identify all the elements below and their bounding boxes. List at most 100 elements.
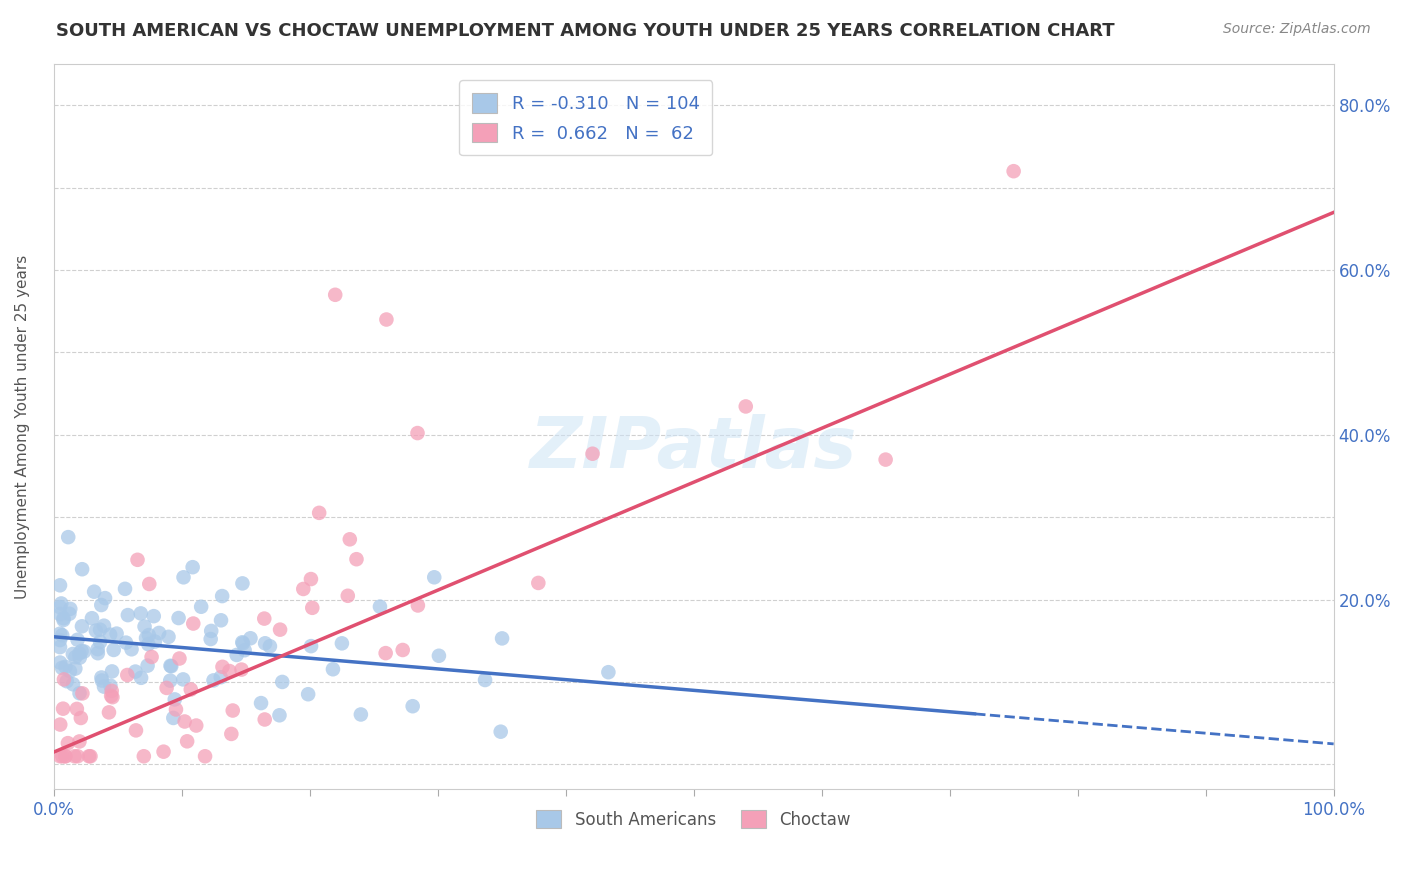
Point <box>527 576 550 591</box>
Point <box>138 628 160 642</box>
Point <box>100 683 122 698</box>
Point <box>598 665 620 680</box>
Point <box>51 628 73 642</box>
Point <box>232 636 254 650</box>
Point <box>101 690 124 705</box>
Point <box>148 626 170 640</box>
Point <box>491 632 513 646</box>
Point <box>159 673 181 688</box>
Point <box>474 673 496 687</box>
Point <box>70 562 93 576</box>
Point <box>132 749 155 764</box>
Point <box>350 707 373 722</box>
Point <box>308 506 330 520</box>
Point <box>121 642 143 657</box>
Point <box>73 644 96 658</box>
Point <box>58 607 80 621</box>
Point <box>101 665 124 679</box>
Point <box>297 687 319 701</box>
Point <box>231 635 253 649</box>
Point <box>253 611 276 625</box>
Point <box>299 639 322 653</box>
Point <box>250 696 273 710</box>
Point <box>56 736 79 750</box>
Point <box>136 637 159 651</box>
Point <box>49 607 72 621</box>
Point <box>253 713 276 727</box>
Point <box>221 727 243 741</box>
Point <box>66 702 89 716</box>
Point <box>66 749 89 764</box>
Point <box>172 673 194 687</box>
Point <box>339 533 361 547</box>
Point <box>51 749 73 764</box>
Point <box>65 650 87 665</box>
Point <box>93 680 115 694</box>
Point <box>211 660 233 674</box>
Point <box>69 711 91 725</box>
Point <box>346 552 368 566</box>
Point <box>49 749 72 764</box>
Point <box>58 530 80 544</box>
Point <box>93 618 115 632</box>
Point <box>1002 164 1025 178</box>
Point <box>72 686 94 700</box>
Point <box>136 658 159 673</box>
Text: ZIPatlas: ZIPatlas <box>530 414 858 483</box>
Point <box>167 611 190 625</box>
Point <box>117 668 139 682</box>
Point <box>299 572 322 586</box>
Point <box>89 623 111 637</box>
Point <box>581 447 603 461</box>
Point <box>423 570 446 584</box>
Point <box>51 661 73 675</box>
Point <box>49 656 72 670</box>
Text: Source: ZipAtlas.com: Source: ZipAtlas.com <box>1223 22 1371 37</box>
Point <box>269 623 291 637</box>
Point <box>374 646 396 660</box>
Point <box>163 692 186 706</box>
Point <box>406 426 429 441</box>
Point <box>155 681 177 695</box>
Point <box>200 632 222 646</box>
Point <box>162 711 184 725</box>
Point <box>323 287 346 301</box>
Point <box>114 582 136 596</box>
Point <box>301 600 323 615</box>
Point <box>159 658 181 673</box>
Point <box>90 671 112 685</box>
Point <box>83 584 105 599</box>
Point <box>87 646 110 660</box>
Point <box>875 452 897 467</box>
Point <box>209 670 232 684</box>
Point <box>239 632 262 646</box>
Point <box>98 706 121 720</box>
Point <box>231 663 253 677</box>
Point <box>271 675 294 690</box>
Point <box>391 643 413 657</box>
Point <box>734 400 756 414</box>
Point <box>225 648 247 662</box>
Point <box>70 619 93 633</box>
Point <box>62 677 84 691</box>
Point <box>141 649 163 664</box>
Point <box>77 749 100 764</box>
Point <box>52 673 75 687</box>
Point <box>176 734 198 748</box>
Point <box>127 553 149 567</box>
Point <box>49 633 72 648</box>
Point <box>80 611 103 625</box>
Point <box>173 714 195 729</box>
Point <box>89 635 111 649</box>
Point <box>322 662 344 676</box>
Point <box>117 608 139 623</box>
Point <box>211 589 233 603</box>
Point <box>100 689 122 703</box>
Point <box>181 616 204 631</box>
Point <box>69 650 91 665</box>
Y-axis label: Unemployment Among Youth under 25 years: Unemployment Among Youth under 25 years <box>15 254 30 599</box>
Point <box>69 686 91 700</box>
Point <box>330 636 353 650</box>
Point <box>143 634 166 648</box>
Point <box>90 598 112 612</box>
